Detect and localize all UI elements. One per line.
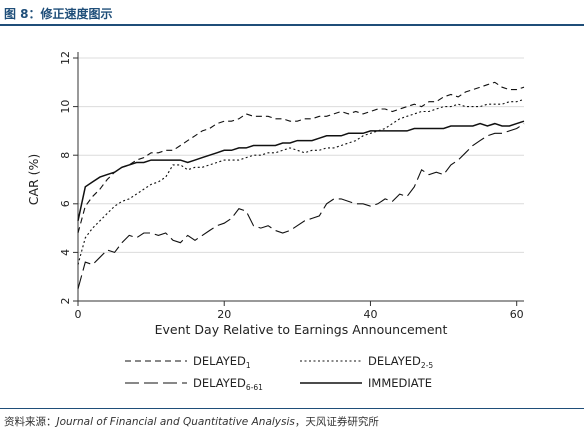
source-journal: Journal of Financial and Quantitative An… <box>56 416 295 428</box>
legend-subscript-delayed-2-5: 2-5 <box>421 361 433 370</box>
figure-title: 图 8：修正速度图示 <box>4 7 113 21</box>
legend-label-delayed-2-5: DELAYED2-5 <box>368 354 433 370</box>
legend-label-delayed-1: DELAYED1 <box>193 354 251 370</box>
series-line-immediate <box>77 120 525 221</box>
x-tick-label-20: 20 <box>217 308 231 321</box>
source-suffix: ，天风证券研究所 <box>294 416 379 428</box>
series-line-delayed-2-5 <box>77 98 525 265</box>
figure-source: 资料来源：Journal of Financial and Quantitati… <box>4 414 379 429</box>
legend-label-immediate: IMMEDIATE <box>368 376 432 390</box>
y-axis-label: CAR (%) <box>26 154 41 206</box>
legend-name-delayed-6-61: DELAYED <box>193 376 246 390</box>
legend-label-delayed-6-61: DELAYED6-61 <box>193 376 263 392</box>
y-tick-label-12: 12 <box>59 51 72 65</box>
y-tick-label-10: 10 <box>59 100 72 114</box>
source-prefix: 资料来源： <box>4 416 57 428</box>
y-tick-label-2: 2 <box>59 298 72 305</box>
y-tick-label-4: 4 <box>59 249 72 256</box>
y-tick-label-8: 8 <box>59 152 72 159</box>
series-line-delayed-1 <box>77 81 525 234</box>
header-rule <box>0 24 584 26</box>
legend-name-delayed-2-5: DELAYED <box>368 354 421 368</box>
series-line-delayed-6-61 <box>77 123 525 290</box>
x-tick-label-0: 0 <box>75 308 82 321</box>
legend-subscript-delayed-6-61: 6-61 <box>246 383 263 392</box>
figure-header: 图 8：修正速度图示 <box>0 0 584 26</box>
legend-name-immediate: IMMEDIATE <box>368 376 432 390</box>
footer-rule <box>0 408 584 409</box>
x-axis-label: Event Day Relative to Earnings Announcem… <box>155 322 448 337</box>
chart: 2 4 6 8 10 12 0 20 40 60 Event Day Relative to Ear… <box>26 51 525 392</box>
y-tick-label-6: 6 <box>59 200 72 207</box>
legend-name-delayed-1: DELAYED <box>193 354 246 368</box>
legend-subscript-delayed-1: 1 <box>246 361 251 370</box>
x-tick-label-40: 40 <box>363 308 377 321</box>
x-tick-label-60: 60 <box>510 308 524 321</box>
